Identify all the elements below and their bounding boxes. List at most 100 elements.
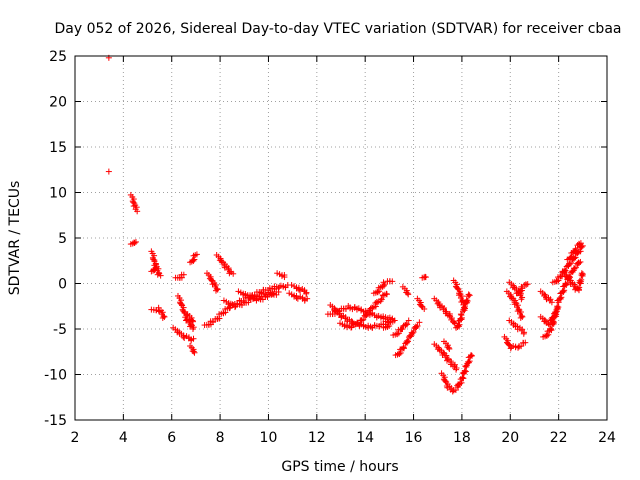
data-point: [579, 271, 586, 278]
data-point: [562, 280, 569, 287]
x-tick-label: 16: [405, 430, 423, 446]
data-point: [398, 326, 405, 333]
data-point: [178, 301, 185, 308]
data-point: [520, 330, 527, 337]
data-point: [281, 272, 288, 279]
x-tick-label: 8: [216, 430, 225, 446]
data-point: [464, 298, 471, 304]
data-point: [190, 348, 197, 355]
x-tick-label: 4: [119, 430, 128, 446]
data-point: [180, 333, 187, 340]
data-point: [548, 299, 555, 306]
data-point: [518, 296, 525, 303]
data-point: [304, 295, 311, 302]
data-point: [389, 318, 396, 325]
data-point: [131, 240, 138, 247]
data-point: [372, 303, 379, 310]
data-point: [577, 240, 584, 247]
x-tick-label: 6: [167, 430, 176, 446]
x-tick-label: 24: [598, 430, 616, 446]
data-point: [407, 333, 414, 340]
data-point: [519, 313, 526, 320]
data-point: [389, 278, 396, 285]
data-point: [190, 335, 197, 342]
data-point: [543, 332, 550, 339]
data-point: [354, 320, 361, 327]
data-point: [396, 351, 403, 358]
data-point: [414, 322, 421, 329]
data-point: [466, 292, 473, 299]
data-point: [376, 288, 383, 295]
x-tick-label: 18: [453, 430, 471, 446]
data-point: [558, 294, 565, 301]
y-tick-label: -10: [44, 368, 67, 384]
data-point: [210, 319, 217, 326]
data-point: [400, 344, 407, 351]
data-point: [505, 341, 512, 348]
data-point: [132, 238, 139, 245]
data-point: [403, 320, 410, 327]
data-point: [576, 260, 583, 267]
x-tick-label: 14: [356, 430, 374, 446]
plot-frame: [74, 55, 608, 421]
data-point: [421, 305, 428, 312]
data-point: [451, 320, 458, 327]
data-point: [189, 317, 196, 324]
data-point: [451, 319, 458, 326]
data-point: [378, 296, 385, 302]
data-point: [383, 290, 390, 297]
grid-lines: [75, 56, 607, 420]
data-point: [405, 291, 412, 298]
data-point: [157, 272, 164, 279]
x-axis-label: GPS time / hours: [281, 459, 398, 475]
data-point: [214, 286, 221, 293]
data-point: [572, 264, 579, 271]
data-point: [413, 324, 420, 331]
data-point: [230, 270, 237, 277]
y-tick-label: 20: [49, 95, 67, 111]
data-point: [576, 241, 583, 248]
x-tick-label: 2: [71, 430, 80, 446]
data-point: [397, 349, 404, 356]
y-tick-label: 15: [49, 140, 67, 156]
data-point: [181, 308, 188, 315]
data-point: [161, 313, 168, 320]
x-tick-label: 20: [501, 430, 519, 446]
data-point: [416, 319, 423, 326]
data-point: [522, 339, 529, 346]
data-point: [576, 277, 583, 284]
data-point: [410, 329, 417, 336]
data-point: [567, 255, 574, 262]
y-tick-label: 0: [58, 277, 67, 293]
data-point: [458, 312, 465, 319]
data-point: [360, 316, 367, 323]
y-axis-label: SDTVAR / TECUs: [7, 181, 23, 296]
data-point: [571, 248, 578, 255]
data-point: [154, 271, 161, 278]
x-tick-label: 10: [260, 430, 278, 446]
data-point: [453, 366, 460, 373]
data-point: [518, 343, 525, 350]
data-point: [293, 292, 300, 299]
y-tick-label: 5: [58, 231, 67, 247]
data-point: [405, 338, 411, 345]
data-point: [547, 325, 554, 332]
y-tick-label: 25: [49, 49, 67, 65]
y-tick-label: -5: [53, 322, 67, 338]
data-point: [190, 257, 197, 264]
data-point: [245, 299, 252, 306]
data-point: [572, 245, 579, 252]
data-point: [571, 265, 578, 272]
data-point: [105, 168, 112, 175]
data-point: [573, 247, 580, 254]
data-point: [578, 270, 585, 277]
data-point: [404, 337, 411, 344]
chart-title: Day 052 of 2026, Sidereal Day-to-day VTE…: [55, 21, 622, 37]
data-point: [548, 327, 555, 334]
data-point: [191, 256, 198, 263]
data-point: [519, 285, 526, 292]
x-tick-label: 12: [308, 430, 326, 446]
data-point: [193, 251, 200, 258]
data-point: [275, 289, 282, 295]
